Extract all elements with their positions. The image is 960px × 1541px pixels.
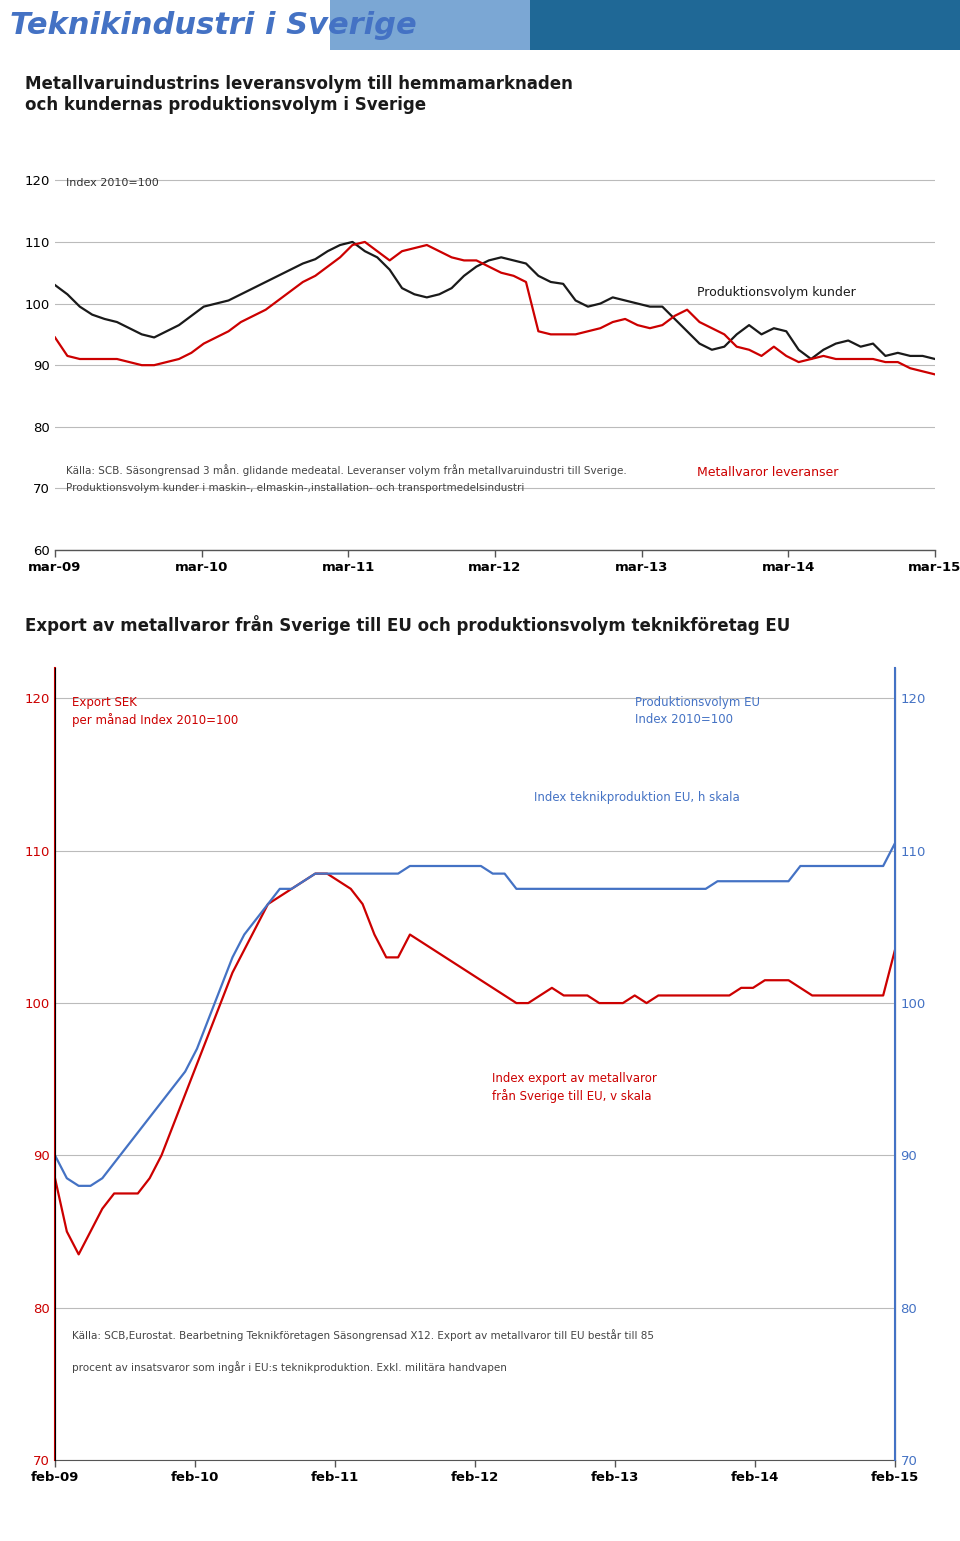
- Text: procent av insatsvaror som ingår i EU:s teknikproduktion. Exkl. militära handvap: procent av insatsvaror som ingår i EU:s …: [72, 1361, 507, 1373]
- Text: Produktionsvolym EU
Index 2010=100: Produktionsvolym EU Index 2010=100: [635, 695, 759, 726]
- Text: Metallvaror leveranser: Metallvaror leveranser: [697, 465, 839, 479]
- Text: Export SEK
per månad Index 2010=100: Export SEK per månad Index 2010=100: [72, 695, 238, 727]
- Text: Index 2010=100: Index 2010=100: [66, 177, 159, 188]
- Text: Teknikindustri i Sverige: Teknikindustri i Sverige: [10, 11, 417, 40]
- Text: Metallvaruindustrins leveransvolym till hemmamarknaden: Metallvaruindustrins leveransvolym till …: [25, 76, 573, 92]
- Text: Källa: SCB,Eurostat. Bearbetning Teknikföretagen Säsongrensad X12. Export av met: Källa: SCB,Eurostat. Bearbetning Teknikf…: [72, 1330, 654, 1341]
- Text: och kundernas produktionsvolym i Sverige: och kundernas produktionsvolym i Sverige: [25, 96, 426, 114]
- Text: 7    Teknikföretagens konjunkturprognos nr 1 2015: 7 Teknikföretagens konjunkturprognos nr …: [19, 1513, 336, 1527]
- Text: Index teknikproduktion EU, h skala: Index teknikproduktion EU, h skala: [534, 791, 739, 804]
- Text: Källa: SCB. Säsongrensad 3 mån. glidande medeatal. Leveranser volym från metallv: Källa: SCB. Säsongrensad 3 mån. glidande…: [66, 464, 627, 476]
- Text: www.teknikforetagen.se: www.teknikforetagen.se: [789, 1513, 941, 1527]
- Bar: [330, 0, 530, 49]
- Bar: [530, 0, 960, 49]
- Text: Produktionsvolym kunder i maskin-, elmaskin-,installation- och transportmedelsin: Produktionsvolym kunder i maskin-, elmas…: [66, 484, 525, 493]
- Text: Produktionsvolym kunder: Produktionsvolym kunder: [697, 287, 856, 299]
- Text: Index export av metallvaror
från Sverige till EU, v skala: Index export av metallvaror från Sverige…: [492, 1073, 657, 1103]
- Text: Export av metallvaror från Sverige till EU och produktionsvolym teknikföretag EU: Export av metallvaror från Sverige till …: [25, 615, 790, 635]
